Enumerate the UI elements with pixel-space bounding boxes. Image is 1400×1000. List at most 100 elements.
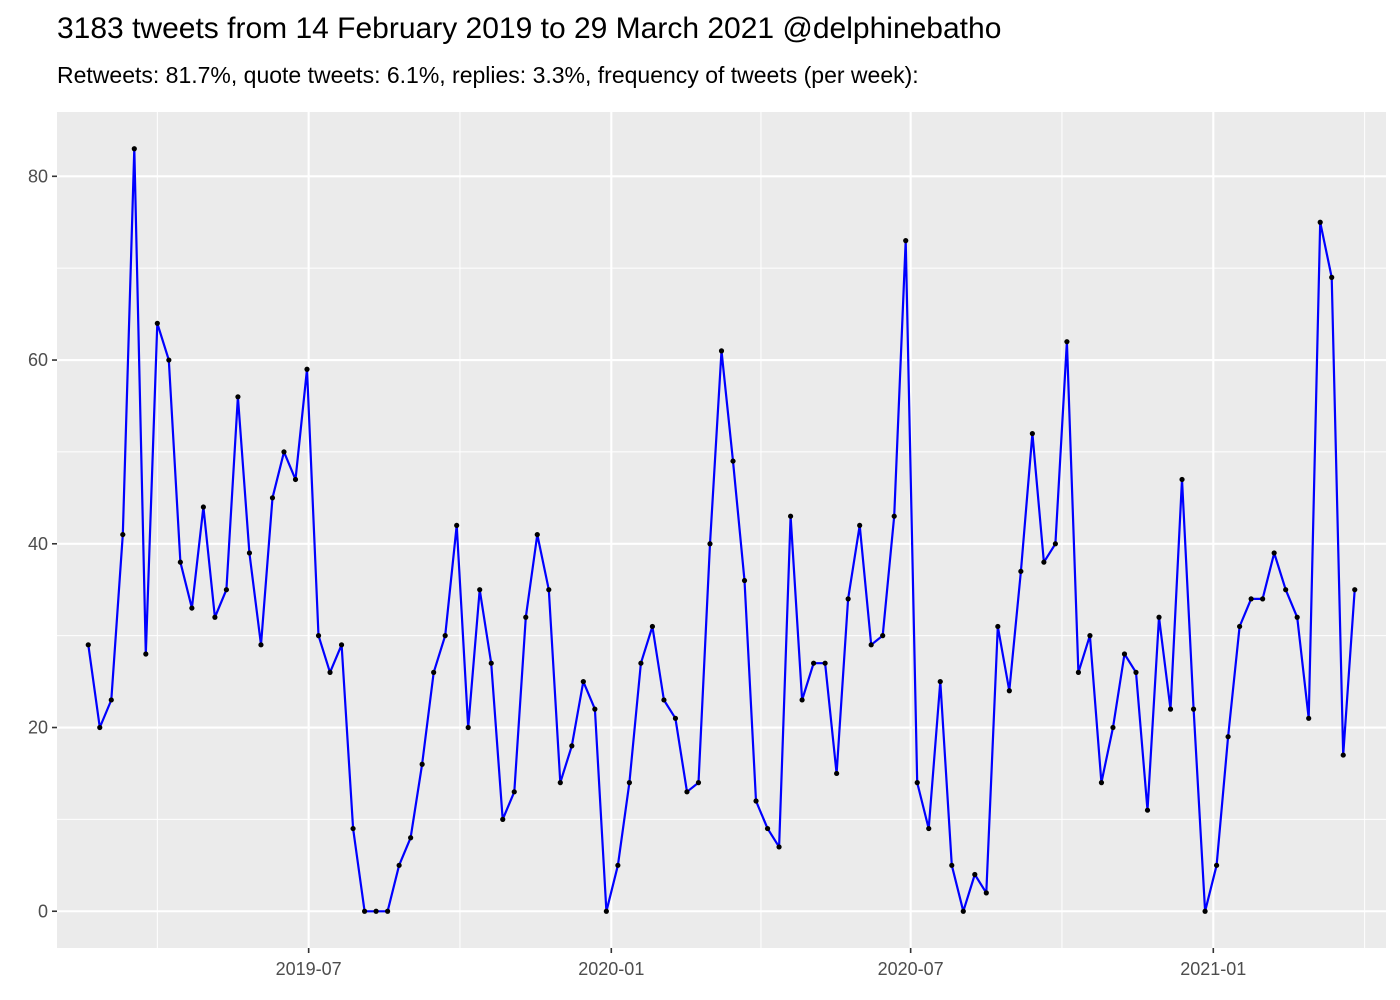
data-point — [1248, 596, 1254, 602]
data-point — [1167, 706, 1174, 712]
data-point — [500, 816, 506, 822]
data-point — [1283, 587, 1289, 593]
y-tick-label: 20 — [28, 718, 48, 738]
data-point — [396, 862, 402, 868]
y-axis-labels: 0 20 40 60 80 — [28, 166, 48, 921]
data-point — [166, 357, 172, 363]
data-point — [488, 660, 494, 666]
data-point — [546, 587, 552, 593]
data-point — [1121, 651, 1128, 657]
data-point — [1133, 669, 1139, 675]
data-point — [1179, 476, 1185, 483]
data-point — [914, 780, 920, 786]
data-point — [1294, 614, 1300, 620]
data-point — [338, 642, 345, 648]
data-point — [408, 835, 414, 841]
data-point — [638, 660, 644, 666]
data-point — [258, 642, 264, 648]
data-point — [511, 789, 517, 795]
data-point — [626, 780, 632, 786]
data-point — [787, 513, 794, 519]
data-point — [741, 577, 748, 584]
x-tick-label: 2020-07 — [878, 959, 944, 979]
data-point — [1237, 623, 1243, 630]
x-tick-label: 2021-01 — [1180, 959, 1246, 979]
data-point — [926, 825, 932, 832]
y-tick-label: 40 — [28, 534, 48, 554]
data-point — [1144, 807, 1151, 813]
data-point — [880, 633, 886, 639]
data-point — [304, 366, 310, 372]
data-point — [891, 513, 897, 519]
data-point — [983, 890, 989, 896]
data-point — [764, 825, 771, 832]
data-point — [822, 660, 828, 666]
data-point — [580, 678, 586, 685]
data-point — [1075, 669, 1082, 675]
data-point — [189, 605, 195, 611]
data-point — [465, 724, 471, 731]
data-point — [1260, 596, 1266, 602]
chart-subtitle: Retweets: 81.7%, quote tweets: 6.1%, rep… — [57, 62, 919, 88]
data-point — [246, 550, 253, 556]
data-point — [834, 770, 840, 777]
y-tick-label: 60 — [28, 350, 48, 370]
data-point — [1340, 752, 1346, 758]
data-point — [373, 908, 379, 914]
data-point — [477, 587, 483, 593]
x-tick-label: 2020-01 — [578, 959, 644, 979]
data-point — [1029, 430, 1035, 437]
data-point — [857, 522, 863, 529]
data-point — [1041, 559, 1047, 565]
plot-panel — [57, 112, 1386, 948]
data-point — [223, 587, 230, 593]
data-point — [569, 743, 575, 749]
data-point — [212, 614, 218, 620]
data-point — [1213, 862, 1220, 868]
data-point — [695, 780, 702, 786]
y-tick-label: 80 — [28, 166, 48, 186]
data-point — [315, 633, 322, 639]
data-point — [603, 908, 609, 914]
data-point — [615, 862, 621, 868]
data-point — [1306, 715, 1312, 721]
data-point — [1064, 339, 1070, 345]
data-point — [949, 862, 955, 868]
data-point — [1052, 541, 1058, 547]
minor-gridlines — [57, 112, 1386, 948]
data-point — [327, 669, 333, 675]
data-point — [154, 320, 160, 326]
data-point — [592, 706, 598, 712]
x-tick-label: 2019-07 — [276, 959, 342, 979]
data-point — [1098, 780, 1105, 786]
data-point — [1190, 706, 1197, 712]
data-point — [799, 697, 805, 703]
data-point — [845, 596, 851, 602]
data-point — [269, 495, 276, 501]
data-point — [200, 504, 206, 510]
data-point — [730, 458, 736, 464]
y-tick-label: 0 — [38, 901, 48, 921]
data-point — [1006, 688, 1012, 694]
data-point — [1271, 550, 1277, 556]
data-point — [1156, 614, 1162, 620]
data-point — [177, 559, 183, 565]
data-point — [385, 908, 391, 914]
data-point — [143, 651, 149, 657]
data-point — [442, 633, 448, 639]
data-point — [557, 780, 563, 786]
data-point — [350, 825, 356, 832]
data-point — [1087, 633, 1093, 639]
chart-title: 3183 tweets from 14 February 2019 to 29 … — [57, 12, 1002, 45]
data-point — [649, 623, 656, 630]
data-point — [523, 614, 529, 620]
data-point — [1110, 724, 1116, 731]
axis-ticks — [52, 175, 1215, 953]
data-point — [1225, 734, 1231, 740]
data-point — [1202, 908, 1208, 914]
data-point — [108, 697, 114, 703]
data-point — [131, 146, 137, 152]
data-point — [235, 394, 241, 400]
x-axis-labels: 2019-07 2020-01 2020-07 2021-01 — [276, 959, 1247, 979]
data-point — [718, 348, 725, 354]
